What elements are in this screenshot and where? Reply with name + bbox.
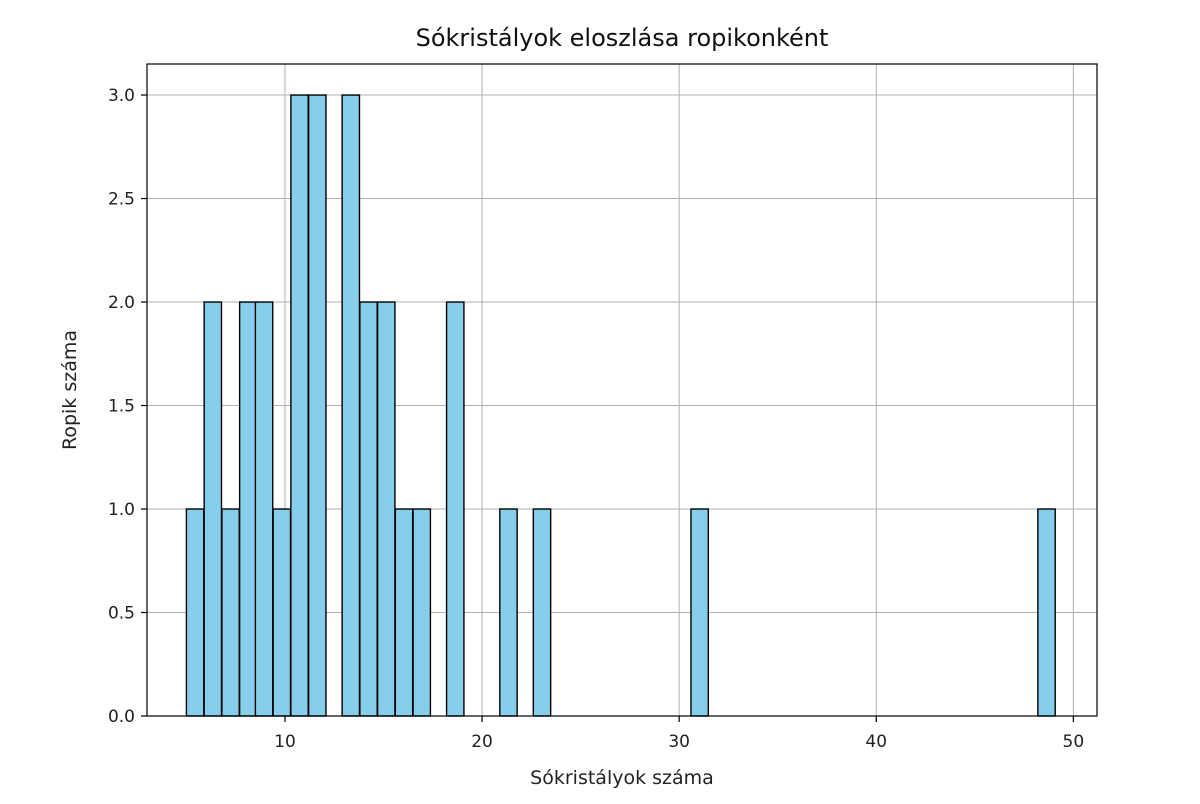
axis-ticks: 10 20 30 40 50 0.0 0.5 1.0 1.5 2.0 2.5 3.0 bbox=[108, 86, 1084, 752]
y-tick-label: 0.0 bbox=[108, 707, 135, 727]
x-tick-label: 40 bbox=[865, 732, 887, 752]
y-tick-label: 2.0 bbox=[108, 293, 135, 313]
histogram-bar bbox=[394, 508, 414, 717]
y-tick-label: 1.0 bbox=[108, 500, 135, 520]
chart-title: Sókristályok eloszlása ropikonként bbox=[416, 24, 829, 52]
histogram-bar bbox=[185, 508, 205, 717]
y-tick-label: 0.5 bbox=[108, 604, 135, 624]
histogram-bar bbox=[203, 301, 223, 717]
plot-frame bbox=[146, 63, 1098, 717]
histogram-bar bbox=[445, 301, 465, 717]
histogram-bar bbox=[412, 508, 432, 717]
histogram-bar bbox=[272, 508, 292, 717]
y-tick-label: 2.5 bbox=[108, 190, 135, 210]
histogram-bar bbox=[359, 301, 378, 717]
y-tick-label: 3.0 bbox=[108, 86, 135, 106]
x-axis-label: Sókristályok száma bbox=[530, 767, 714, 789]
y-tick-label: 1.5 bbox=[108, 397, 135, 417]
histogram-bar bbox=[254, 301, 274, 717]
histogram-bar bbox=[290, 94, 309, 717]
histogram-bar bbox=[690, 508, 710, 717]
y-axis-label: Ropik száma bbox=[59, 330, 81, 450]
histogram-bar bbox=[532, 508, 552, 717]
histogram-bar bbox=[341, 94, 361, 717]
histogram-bar bbox=[221, 508, 240, 717]
histogram-bar bbox=[376, 301, 396, 717]
x-tick-label: 10 bbox=[274, 732, 296, 752]
x-tick-label: 50 bbox=[1063, 732, 1085, 752]
histogram-bar bbox=[1037, 508, 1056, 717]
x-tick-label: 20 bbox=[471, 732, 493, 752]
histogram-bar bbox=[238, 301, 258, 717]
x-tick-label: 30 bbox=[668, 732, 690, 752]
histogram-bar bbox=[307, 94, 327, 717]
histogram-bar bbox=[499, 508, 518, 717]
